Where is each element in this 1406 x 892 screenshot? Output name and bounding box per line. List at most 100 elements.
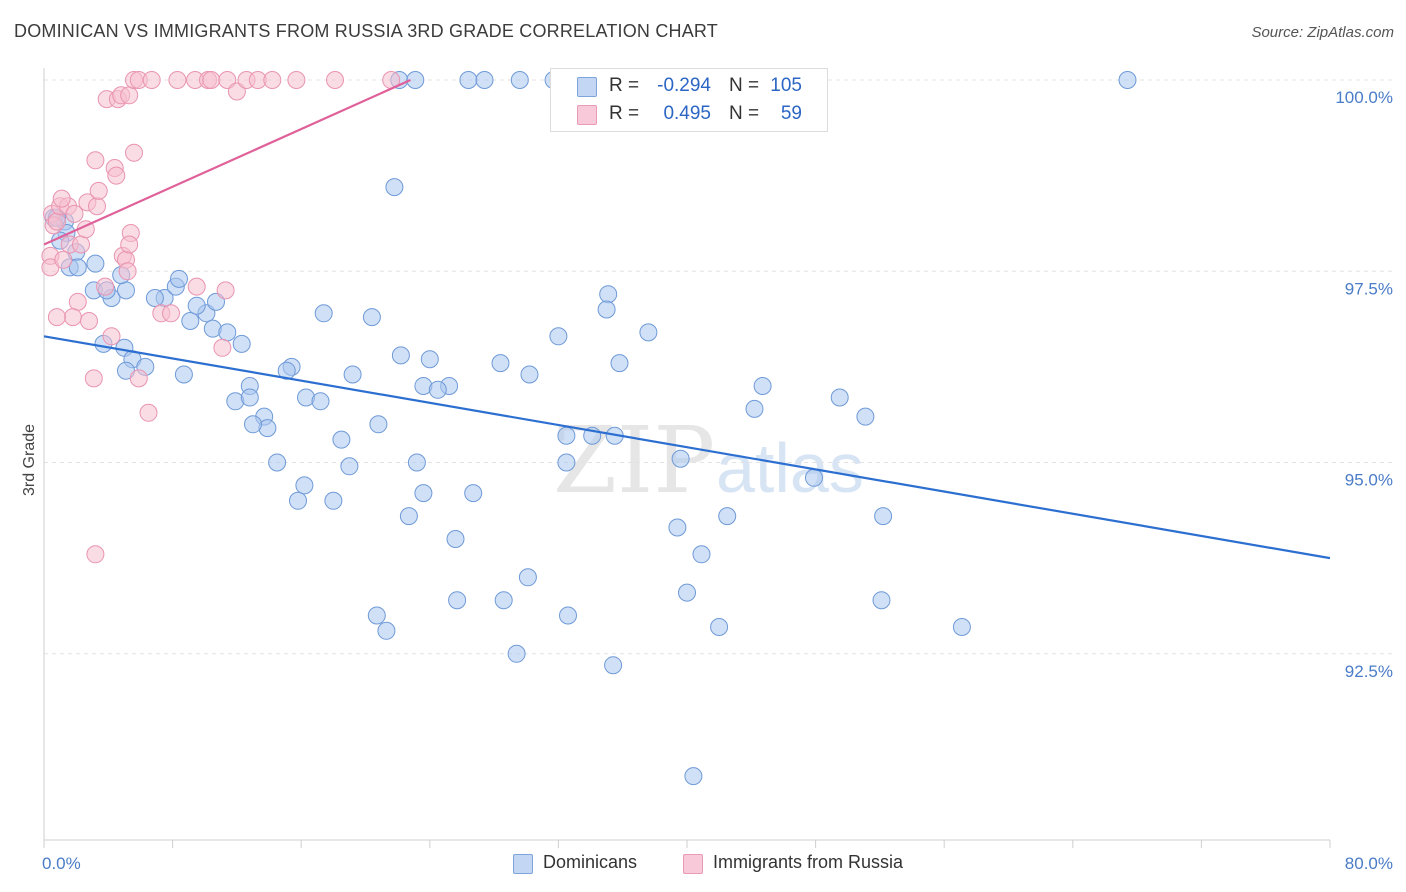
dominican-point [557,453,576,472]
legend-row-russia: R = 0.495 N = 59 [551,100,827,128]
y-tick-label: 95.0% [1345,471,1393,490]
dominican-point [557,426,576,445]
x-tick-label: 0.0% [42,854,81,873]
dominican-point [494,591,513,610]
dominican-point [830,388,849,407]
watermark-atlas: atlas [716,429,864,507]
russia-point [142,71,161,89]
dominican-point [377,621,396,640]
dominican-point [68,258,87,277]
russia-point [139,403,158,422]
dominican-point [510,71,529,89]
dominican-point [399,507,418,526]
russia-point [287,71,306,89]
russia-point [89,181,108,200]
dominican-point [464,484,483,503]
dominican-point [549,327,568,346]
y-tick-label: 100.0% [1335,88,1393,107]
gridlines [44,79,1392,655]
russia-point [86,151,105,170]
series-dominicans [44,71,1137,786]
bottom-legend-swatch-pink [683,854,703,874]
dominican-point [385,178,404,197]
bottom-legend-label: Immigrants from Russia [713,852,904,872]
dominican-point [311,392,330,411]
russia-point [65,204,84,223]
dominican-point [367,606,386,625]
dominican-point [874,507,893,526]
dominican-point [174,365,193,384]
dominican-point [597,300,616,319]
dominican-point [491,354,510,373]
dominican-point [428,380,447,399]
russia-point [102,327,121,346]
russia-point [84,369,103,388]
russia-point [326,71,344,89]
dominican-point [170,269,188,288]
dominican-point [639,323,658,342]
russia-point [118,262,137,281]
dominican-point [240,388,259,407]
russia-point [80,312,98,330]
legend-row-dominicans: R = -0.294 N = 105 [551,72,827,100]
russia-point [120,86,139,105]
tick-labels: 92.5% 95.0% 97.5% 100.0% 0.0% 80.0% [42,88,1393,873]
dominican-point [1118,71,1137,89]
russia-point [96,277,115,296]
watermark: ZIP atlas [553,407,864,514]
russia-point [52,189,71,208]
dominican-point [520,365,539,384]
legend: R = -0.294 N = 105 R = 0.495 N = 59 [550,68,828,132]
russia-point [68,292,87,311]
russia-point [202,71,221,89]
russia-point [88,197,106,216]
dominican-point [181,312,200,330]
dominican-point [268,453,287,472]
dominican-point [668,518,687,537]
chart-title: DOMINICAN VS IMMIGRANTS FROM RUSSIA 3RD … [14,21,719,41]
dominican-point [684,767,703,786]
dominican-point [856,407,875,426]
russia-point [168,71,187,89]
dominican-point [459,71,478,89]
dominican-point [448,591,467,610]
dominican-point [407,453,426,472]
dominican-point [475,71,494,89]
bottom-legend-swatch-blue [513,854,533,874]
x-tick-label: 80.0% [1345,854,1393,873]
trendline-dominicans [43,335,1331,560]
russia-point [120,235,139,254]
trendline-russia [43,78,411,246]
russia-point [227,82,246,101]
legend-r-label: R = [609,103,640,124]
dominican-point [314,304,333,323]
dominican-point [117,281,135,300]
dominican-point [604,656,623,675]
russia-point [129,369,148,388]
dominican-point [610,354,629,373]
legend-n-label: N = [729,75,760,96]
trendlines [43,78,1331,560]
dominican-point [718,507,737,526]
dominican-point [391,346,410,365]
y-tick-label: 97.5% [1345,279,1393,298]
dominican-point [753,377,772,395]
dominican-point [745,399,764,418]
dominican-point [244,415,262,434]
russia-point [72,235,90,254]
russia-point [47,308,66,327]
dominican-point [805,468,823,487]
legend-n-value: 59 [780,103,802,124]
russia-point [162,304,180,323]
legend-r-value: 0.495 [663,103,711,124]
legend-n-label: N = [729,103,760,124]
russia-point [218,71,237,89]
russia-point [107,166,126,185]
axes [43,68,1331,848]
dominican-point [559,606,577,625]
dominican-point [446,530,465,548]
bottom-legend: Dominicans Immigrants from Russia [0,852,1406,878]
dominican-point [671,449,690,468]
russia-point [263,71,282,89]
